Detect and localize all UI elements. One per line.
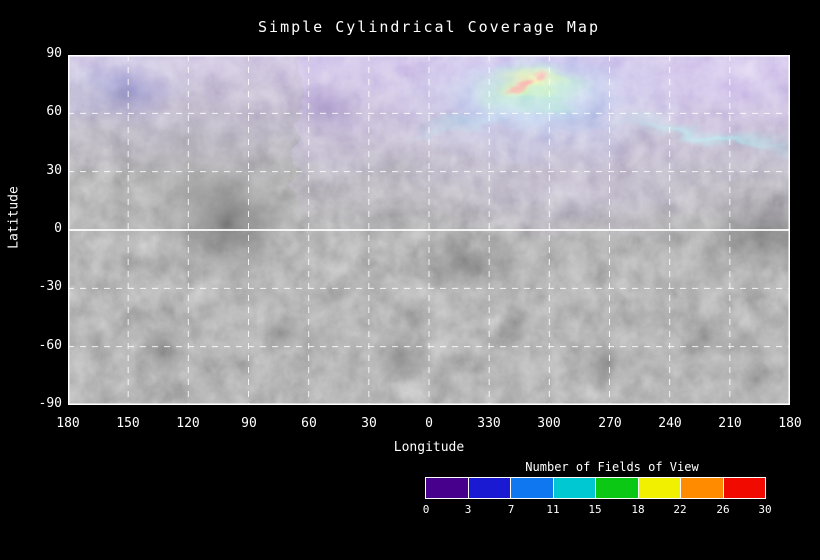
colorbar-gradient bbox=[425, 477, 766, 499]
colorbar-segment bbox=[511, 478, 553, 498]
x-tick-label: 210 bbox=[718, 416, 742, 431]
colorbar-tick-label: 11 bbox=[546, 503, 560, 516]
x-axis-label: Longitude bbox=[393, 440, 465, 455]
x-tick-label: 120 bbox=[176, 416, 200, 431]
x-tick-label: 60 bbox=[301, 416, 317, 431]
x-tick-label: 330 bbox=[477, 416, 501, 431]
y-tick-label: -60 bbox=[38, 338, 62, 353]
chart-title: Simple Cylindrical Coverage Map bbox=[258, 18, 600, 36]
colorbar-tick-label: 7 bbox=[507, 503, 515, 516]
colorbar-segment bbox=[723, 478, 765, 498]
x-tick-label: 90 bbox=[241, 416, 257, 431]
colorbar-tick-label: 15 bbox=[588, 503, 602, 516]
map-render bbox=[68, 55, 790, 405]
x-tick-label: 30 bbox=[361, 416, 377, 431]
x-tick-label: 180 bbox=[56, 416, 80, 431]
colorbar-tick-label: 3 bbox=[464, 503, 472, 516]
colorbar-segment bbox=[681, 478, 723, 498]
y-tick-label: -90 bbox=[38, 396, 62, 411]
colorbar-segment bbox=[468, 478, 510, 498]
y-tick-label: 0 bbox=[54, 221, 62, 236]
y-axis-label: Latitude bbox=[6, 186, 22, 249]
x-tick-label: 0 bbox=[425, 416, 433, 431]
map-plot bbox=[68, 55, 790, 405]
x-tick-label: 300 bbox=[537, 416, 561, 431]
colorbar-tick-label: 0 bbox=[422, 503, 430, 516]
plot-border bbox=[68, 55, 790, 405]
colorbar-tick-label: 30 bbox=[758, 503, 772, 516]
hotspot bbox=[388, 55, 790, 171]
colorbar-tick-label: 22 bbox=[673, 503, 687, 516]
y-tick-label: 60 bbox=[46, 104, 62, 119]
coverage-layer bbox=[68, 55, 790, 245]
y-tick-label: 90 bbox=[46, 46, 62, 61]
colorbar: Number of Fields of View 0 3 7 11 15 18 … bbox=[422, 460, 772, 522]
y-tick-label: 30 bbox=[46, 163, 62, 178]
colorbar-segment bbox=[553, 478, 595, 498]
y-tick-label: -30 bbox=[38, 279, 62, 294]
colorbar-segment bbox=[426, 478, 468, 498]
colorbar-tick-label: 18 bbox=[631, 503, 645, 516]
x-tick-label: 150 bbox=[116, 416, 140, 431]
grid-layer bbox=[68, 55, 790, 405]
colorbar-segment bbox=[596, 478, 638, 498]
colorbar-ticks: 0 3 7 11 15 18 22 26 30 bbox=[422, 503, 772, 517]
x-tick-label: 270 bbox=[598, 416, 622, 431]
colorbar-title: Number of Fields of View bbox=[525, 460, 699, 474]
x-tick-label: 240 bbox=[658, 416, 682, 431]
colorbar-tick-label: 26 bbox=[716, 503, 730, 516]
x-tick-label: 180 bbox=[778, 416, 802, 431]
colorbar-segment bbox=[638, 478, 680, 498]
